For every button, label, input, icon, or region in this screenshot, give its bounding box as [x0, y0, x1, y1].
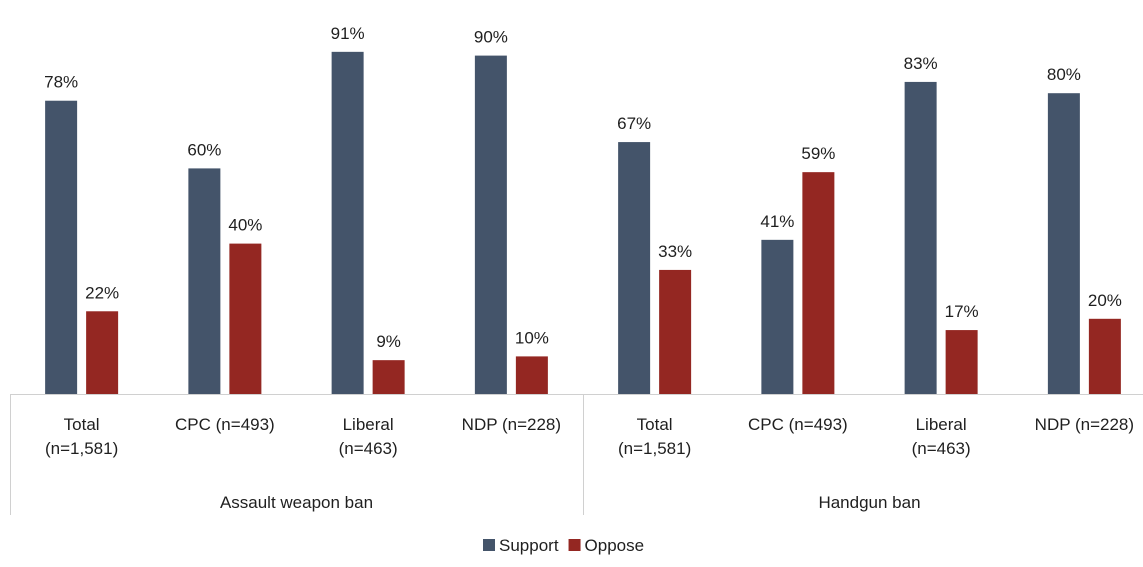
x-tick-label: (n=463): [339, 439, 398, 458]
bar-oppose: [515, 356, 548, 394]
bar-support: [618, 142, 651, 394]
data-label: 10%: [515, 328, 549, 347]
data-label: 33%: [658, 242, 692, 261]
x-tick-label: CPC (n=493): [748, 415, 848, 434]
bar-support: [188, 168, 221, 394]
group-label: Handgun ban: [818, 493, 920, 512]
group-label: Assault weapon ban: [220, 493, 373, 512]
data-label: 60%: [187, 140, 221, 159]
x-tick-label: Total: [64, 415, 100, 434]
x-tick-label: (n=463): [912, 439, 971, 458]
bar-oppose: [229, 243, 262, 394]
data-label: 40%: [228, 216, 262, 235]
x-tick-label: (n=1,581): [618, 439, 691, 458]
x-tick-label: Total: [637, 415, 673, 434]
bar-support: [331, 51, 364, 395]
bar-oppose: [86, 311, 119, 394]
legend-label-oppose: Oppose: [585, 536, 645, 555]
bar-support: [1047, 93, 1080, 394]
bar-oppose: [659, 269, 692, 394]
data-label: 22%: [85, 283, 119, 302]
bar-oppose: [802, 172, 835, 394]
x-tick-label: CPC (n=493): [175, 415, 275, 434]
bar-support: [761, 239, 794, 394]
data-label: 80%: [1047, 65, 1081, 84]
x-tick-label: (n=1,581): [45, 439, 118, 458]
bar-oppose: [372, 360, 405, 394]
data-label: 20%: [1088, 291, 1122, 310]
data-label: 9%: [376, 332, 401, 351]
x-tick-label: Liberal: [343, 415, 394, 434]
bar-support: [904, 81, 937, 395]
data-label: 17%: [945, 302, 979, 321]
x-tick-label: NDP (n=228): [1035, 415, 1134, 434]
x-tick-label: NDP (n=228): [462, 415, 561, 434]
bar-support: [45, 100, 78, 394]
bar-oppose: [945, 330, 978, 394]
data-label: 78%: [44, 73, 78, 92]
bar-support: [474, 55, 507, 394]
data-label: 67%: [617, 114, 651, 133]
legend-label-support: Support: [499, 536, 559, 555]
data-label: 41%: [760, 212, 794, 231]
legend-swatch-oppose: [568, 539, 581, 551]
legend-swatch-support: [483, 539, 495, 551]
data-label: 83%: [904, 54, 938, 73]
bar-oppose: [1088, 318, 1121, 394]
x-tick-label: Liberal: [916, 415, 967, 434]
data-label: 90%: [474, 28, 508, 47]
data-label: 91%: [331, 24, 365, 43]
data-label: 59%: [801, 144, 835, 163]
